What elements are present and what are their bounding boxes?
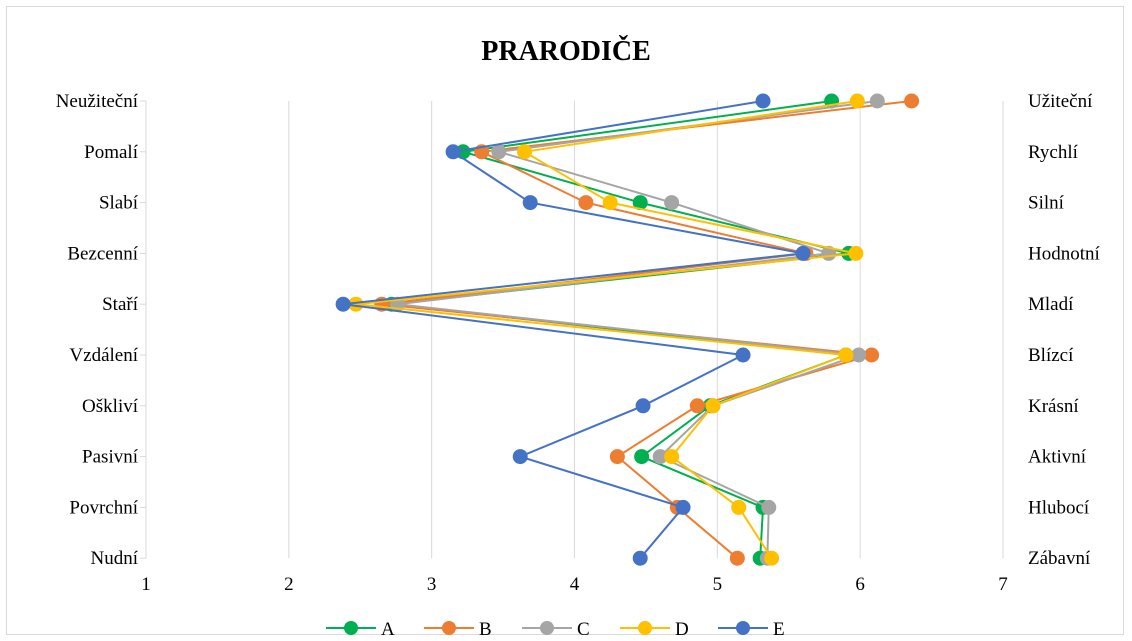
legend-label: D bbox=[675, 619, 689, 640]
series-c bbox=[389, 93, 885, 566]
left-category-label: Pomalí bbox=[84, 142, 139, 163]
data-point bbox=[635, 398, 651, 414]
left-category-label: Oškliví bbox=[82, 396, 139, 417]
left-category-label: Slabí bbox=[99, 193, 139, 214]
data-point bbox=[335, 296, 351, 312]
legend-label: B bbox=[479, 619, 492, 640]
data-point bbox=[864, 347, 880, 363]
data-point bbox=[664, 449, 680, 465]
x-tick-label: 7 bbox=[998, 574, 1008, 595]
data-point bbox=[729, 550, 745, 566]
axis-layer bbox=[140, 100, 147, 559]
legend-item-c: C bbox=[522, 619, 590, 640]
x-tick-label: 3 bbox=[427, 574, 437, 595]
data-point bbox=[735, 347, 751, 363]
grid-layer bbox=[288, 101, 1004, 559]
data-point bbox=[517, 144, 533, 160]
data-point bbox=[512, 449, 528, 465]
data-point bbox=[851, 347, 867, 363]
data-point bbox=[755, 93, 771, 109]
data-point bbox=[602, 195, 618, 211]
series-layer bbox=[335, 93, 920, 566]
legend-item-a: A bbox=[326, 619, 395, 640]
legend-swatch-marker bbox=[540, 621, 554, 635]
data-point bbox=[795, 245, 811, 261]
right-category-label: Blízcí bbox=[1028, 345, 1074, 366]
right-category-label: Užiteční bbox=[1028, 91, 1093, 112]
data-point bbox=[634, 449, 650, 465]
data-point bbox=[838, 347, 854, 363]
right-category-label: Hodnotní bbox=[1028, 243, 1101, 264]
right-category-label: Mladí bbox=[1028, 294, 1074, 315]
left-category-label: Pasivní bbox=[82, 447, 139, 468]
left-category-label: Povrchní bbox=[69, 497, 138, 518]
data-point bbox=[731, 499, 747, 515]
series-line bbox=[381, 100, 912, 559]
data-point bbox=[609, 449, 625, 465]
legend-swatch-marker bbox=[344, 621, 358, 635]
data-point bbox=[761, 499, 777, 515]
legend-swatch-marker bbox=[736, 621, 750, 635]
data-point bbox=[522, 195, 538, 211]
legend-label: E bbox=[773, 619, 785, 640]
right-category-label: Silní bbox=[1028, 193, 1065, 214]
data-point bbox=[675, 499, 691, 515]
left-category-label: Nudní bbox=[91, 548, 139, 569]
left-category-label: Neužiteční bbox=[56, 91, 139, 112]
right-category-label: Hlubocí bbox=[1028, 497, 1090, 518]
data-point bbox=[689, 398, 705, 414]
series-d bbox=[348, 93, 865, 566]
right-category-label: Aktivní bbox=[1028, 447, 1087, 468]
data-point bbox=[578, 195, 594, 211]
x-tick-label: 6 bbox=[855, 574, 865, 595]
left-category-label: Vzdálení bbox=[69, 345, 138, 366]
data-point bbox=[849, 93, 865, 109]
data-point bbox=[664, 195, 680, 211]
data-point bbox=[869, 93, 885, 109]
series-line bbox=[342, 100, 804, 559]
x-tick-label: 1 bbox=[141, 574, 151, 595]
data-point bbox=[764, 550, 780, 566]
legend: A B C D E bbox=[326, 619, 785, 640]
label-layer: 1 2 3 4 5 6 7 Neužiteční Pomalí Slabí Bezcenní Stař… bbox=[56, 91, 1101, 595]
legend-item-e: E bbox=[718, 619, 785, 640]
right-category-label: Zábavní bbox=[1028, 548, 1091, 569]
chart-title: PRARODIČE bbox=[481, 36, 651, 67]
x-tick-label: 4 bbox=[570, 574, 580, 595]
data-point bbox=[632, 550, 648, 566]
chart-frame bbox=[6, 6, 1124, 635]
legend-label: C bbox=[577, 619, 590, 640]
legend-swatch-marker bbox=[442, 621, 456, 635]
series-e bbox=[335, 93, 811, 566]
x-tick-label: 2 bbox=[284, 574, 294, 595]
legend-label: A bbox=[381, 619, 395, 640]
data-point bbox=[491, 144, 507, 160]
legend-swatch-marker bbox=[638, 621, 652, 635]
legend-item-b: B bbox=[424, 619, 492, 640]
right-category-label: Krásní bbox=[1028, 396, 1079, 417]
left-category-label: Staří bbox=[102, 294, 139, 315]
right-category-label: Rychlí bbox=[1028, 142, 1079, 163]
series-b bbox=[374, 93, 920, 566]
data-point bbox=[848, 245, 864, 261]
data-point bbox=[705, 398, 721, 414]
series-line bbox=[397, 100, 878, 559]
legend-item-d: D bbox=[620, 619, 689, 640]
data-point bbox=[904, 93, 920, 109]
series-line bbox=[355, 100, 858, 559]
x-tick-label: 5 bbox=[713, 574, 723, 595]
left-category-label: Bezcenní bbox=[67, 243, 138, 264]
data-point bbox=[445, 144, 461, 160]
